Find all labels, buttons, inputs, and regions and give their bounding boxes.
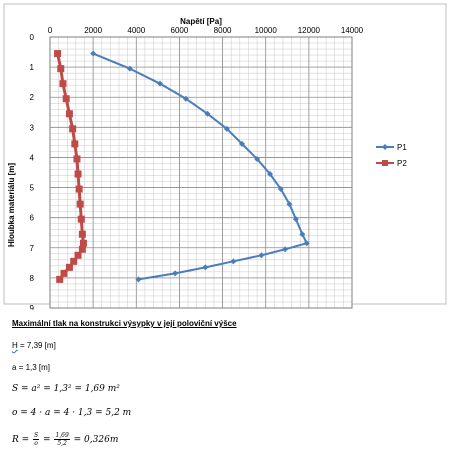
x-tick-label: 14000: [341, 26, 364, 35]
x-tick-label: 4000: [127, 26, 145, 35]
data-point: [286, 201, 293, 208]
data-point: [59, 80, 67, 88]
x-tick-label: 2000: [84, 26, 102, 35]
y-tick-label: 1: [30, 63, 35, 72]
y-tick-label: 0: [30, 33, 35, 42]
notes-heading: Maximální tlak na konstrukci výsypky v j…: [12, 319, 237, 328]
legend-marker: [382, 144, 388, 150]
data-point: [182, 95, 189, 102]
data-point: [65, 263, 73, 271]
h-value-line: H = 7,39 [m]: [12, 340, 442, 351]
legend-marker: [382, 160, 388, 166]
radius-result: = 0,326m: [70, 435, 119, 445]
y-axis-title: Hloubka materiálu [m]: [7, 163, 16, 247]
fraction-numerator: S: [33, 432, 40, 440]
data-point: [172, 270, 179, 277]
data-point: [78, 230, 86, 238]
x-tick-label: 0: [48, 26, 53, 35]
fraction-denominator: o: [34, 440, 38, 447]
series-group: [54, 50, 310, 283]
x-tick-label: 6000: [171, 26, 189, 35]
calculation-notes: Maximální tlak na konstrukci výsypky v j…: [12, 318, 442, 460]
data-point: [54, 50, 62, 58]
series-line-p1: [92, 52, 309, 281]
axes: 0 2000 4000 6000 8000 10000 12000 14000 0 1 2 3 4 5 6 7…: [30, 26, 364, 310]
data-point: [292, 216, 299, 223]
data-point: [254, 155, 261, 162]
y-tick-label: 4: [30, 153, 35, 162]
data-point: [267, 171, 274, 178]
plot-border: [49, 36, 353, 309]
h-symbol: H: [12, 341, 18, 350]
x-tick-label: 8000: [214, 26, 232, 35]
data-point: [60, 269, 68, 277]
data-point: [258, 252, 265, 259]
perimeter-equation: o = 4 · a = 4 · 1,3 = 5,2 m: [12, 408, 132, 418]
chart: 0 2000 4000 6000 8000 10000 12000 14000 0 1 2 3 4 5 6 7…: [3, 3, 447, 310]
y-tick-label: 2: [30, 93, 35, 102]
data-point: [204, 110, 211, 117]
data-point: [57, 65, 65, 73]
legend: P1 P2: [376, 143, 407, 168]
data-point: [76, 200, 84, 208]
data-point: [56, 275, 64, 283]
data-point: [90, 50, 97, 57]
data-point: [65, 110, 73, 118]
data-point: [303, 240, 310, 247]
y-tick-label: 6: [30, 214, 35, 223]
h-value: = 7,39 [m]: [17, 341, 56, 350]
data-point: [126, 65, 133, 72]
data-point: [69, 125, 77, 133]
series-p2: [54, 50, 87, 283]
data-point: [223, 125, 230, 132]
data-point: [135, 276, 142, 283]
radius-equals: =: [40, 435, 54, 445]
legend-label: P1: [397, 143, 407, 152]
a-value-line: a = 1,3 [m]: [12, 363, 51, 372]
x-tick-label: 10000: [255, 26, 278, 35]
data-point: [62, 95, 70, 103]
data-point: [230, 258, 237, 265]
data-point: [77, 215, 85, 223]
series-p1: [90, 50, 310, 283]
legend-entry-p1: P1: [376, 143, 407, 152]
y-tick-label: 8: [30, 274, 35, 283]
fraction-value-denominator: 5,2: [57, 440, 67, 447]
data-point: [71, 140, 79, 148]
data-point: [73, 155, 81, 163]
data-point: [79, 239, 87, 247]
data-point: [277, 186, 284, 193]
data-point: [74, 251, 82, 259]
y-tick-label: 7: [30, 244, 35, 253]
area-equation: S = a² = 1,3² = 1,69 m²: [12, 384, 120, 394]
data-point: [70, 257, 78, 265]
fraction-value-numerator: 1,69: [54, 432, 70, 440]
data-point: [78, 245, 86, 253]
fraction-values: 1,69 5,2: [54, 432, 70, 447]
plot-area: [50, 37, 352, 308]
data-point: [238, 140, 245, 147]
radius-prefix: R =: [12, 435, 33, 445]
x-axis-title: Napětí [Pa]: [180, 17, 222, 26]
data-point: [75, 185, 83, 193]
data-point: [202, 264, 209, 271]
legend-entry-p2: P2: [376, 159, 407, 168]
data-point: [74, 170, 82, 178]
y-tick-label: 5: [30, 184, 35, 193]
data-point: [157, 80, 164, 87]
x-tick-label: 12000: [298, 26, 321, 35]
y-tick-label: 3: [30, 123, 35, 132]
data-point: [299, 231, 306, 238]
data-point: [282, 246, 289, 253]
legend-label: P2: [397, 159, 407, 168]
y-tick-label: 9: [30, 304, 35, 310]
